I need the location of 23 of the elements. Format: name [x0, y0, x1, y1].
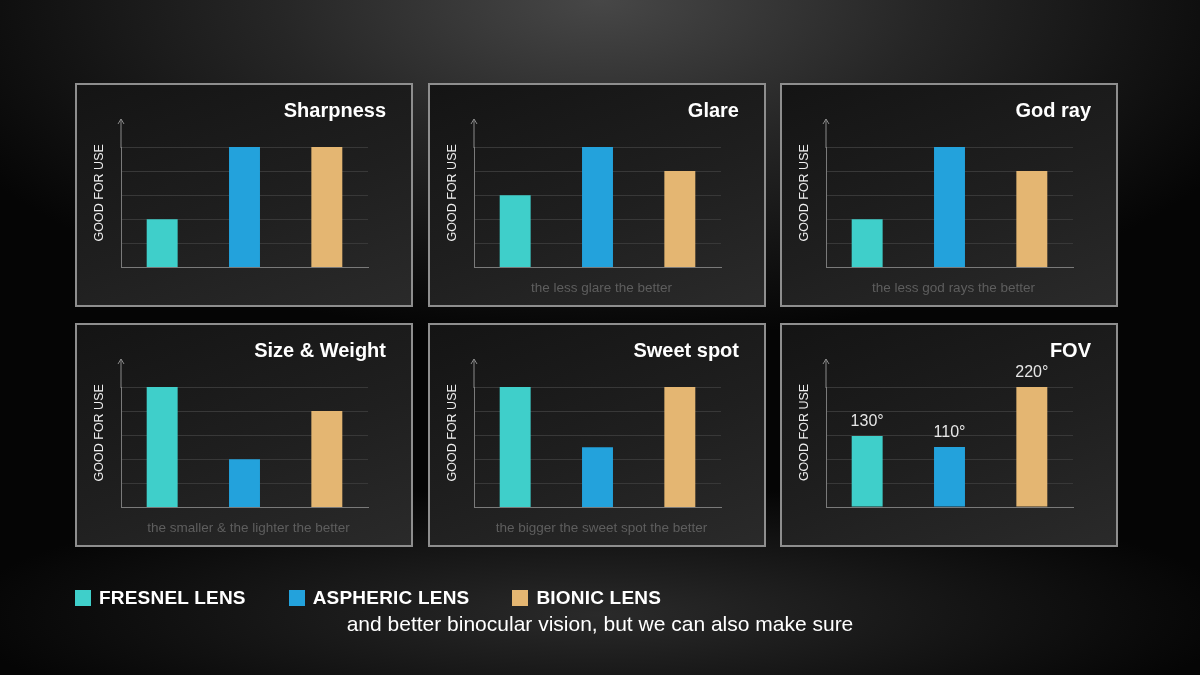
y-axis-title: GOOD FOR USE: [797, 383, 812, 482]
x-axis-title: the bigger the sweet spot the better: [495, 520, 708, 536]
chart-title: Sweet spot: [632, 338, 739, 361]
x-axis-title: the smaller & the lighter the better: [147, 520, 351, 536]
y-axis-title: GOOD FOR USE: [444, 384, 459, 482]
legend-label: ASPHERIC LENS: [312, 587, 470, 609]
chart-title: Glare: [687, 98, 739, 121]
text: and better binocular vision, but we can also make sure: [345, 612, 855, 636]
data-label: 130°: [850, 412, 884, 430]
y-axis-title: GOOD FOR USE: [444, 144, 459, 242]
y-axis-title: GOOD FOR USE: [92, 384, 107, 482]
y-axis-title: GOOD FOR USE: [797, 144, 812, 242]
chart-title: FOV: [1049, 338, 1092, 361]
y-axis-title: GOOD FOR USE: [92, 144, 107, 242]
chart-title: God ray: [1015, 98, 1092, 121]
chart-title: Size & Weight: [254, 338, 387, 361]
legend-label: FRESNEL LENS: [99, 587, 246, 609]
legend-label: BIONIC LENS: [536, 587, 662, 609]
data-label: 110°: [933, 423, 966, 441]
x-axis-title: the less glare the better: [530, 280, 673, 296]
data-label: 220°: [1015, 363, 1049, 381]
chart-title: Sharpness: [283, 98, 386, 121]
x-axis-title: the less god rays the better: [872, 280, 1036, 296]
